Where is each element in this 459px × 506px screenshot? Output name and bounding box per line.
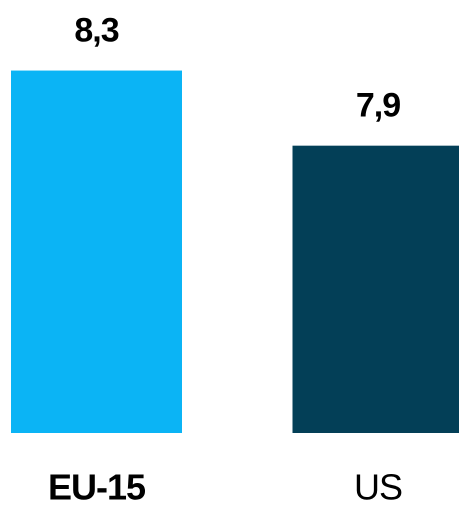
x-tick-label: EU-15 xyxy=(48,467,146,506)
x-tick-label: US xyxy=(354,467,402,506)
value-label: 7,9 xyxy=(356,87,400,125)
bar xyxy=(11,70,182,433)
value-label: 8,3 xyxy=(74,12,118,50)
bar xyxy=(292,145,459,433)
